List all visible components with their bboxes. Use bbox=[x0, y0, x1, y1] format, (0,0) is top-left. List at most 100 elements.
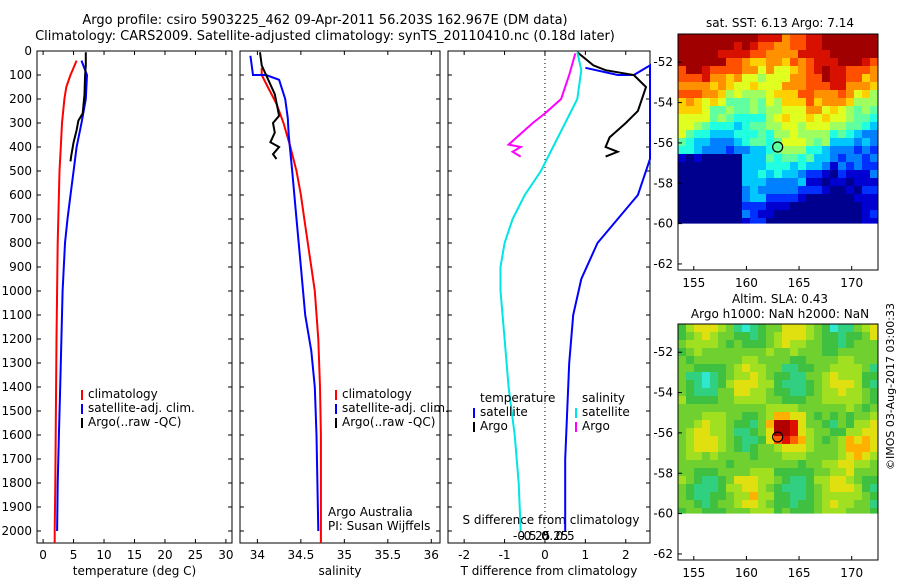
map-1-cell bbox=[702, 444, 710, 452]
map-0-cell bbox=[822, 50, 830, 58]
map-0-cell bbox=[790, 202, 798, 210]
map-0-cell bbox=[838, 50, 846, 58]
map-1-cell bbox=[790, 460, 798, 468]
map-1-cell bbox=[782, 492, 790, 500]
map-0-cell bbox=[758, 138, 766, 146]
map-1-cell bbox=[766, 452, 774, 460]
map-1-cell bbox=[814, 412, 822, 420]
map-1-cell bbox=[710, 388, 718, 396]
map-1-cell bbox=[790, 380, 798, 388]
map-0-cell bbox=[702, 74, 710, 82]
map-1-cell bbox=[694, 396, 702, 404]
map-0-cell bbox=[686, 170, 694, 178]
panel-1-xlabel: salinity bbox=[318, 564, 361, 578]
map-1-cell bbox=[774, 492, 782, 500]
map-0-cell bbox=[830, 82, 838, 90]
map-0-cell bbox=[838, 106, 846, 114]
map-1-cell bbox=[702, 332, 710, 340]
map-0-cell bbox=[846, 218, 854, 226]
map-0-cell bbox=[758, 82, 766, 90]
map-1-cell bbox=[742, 444, 750, 452]
map-0-cell bbox=[742, 130, 750, 138]
map-0-cell bbox=[726, 50, 734, 58]
map-0-cell bbox=[846, 90, 854, 98]
map-1-cell bbox=[814, 508, 822, 516]
map-0-cell bbox=[718, 66, 726, 74]
map-0-cell bbox=[758, 154, 766, 162]
map-1-cell bbox=[790, 476, 798, 484]
map-0-cell bbox=[686, 194, 694, 202]
map-1-cell bbox=[790, 332, 798, 340]
map-1-cell bbox=[686, 484, 694, 492]
map-0-cell bbox=[750, 218, 758, 226]
map-0-cell bbox=[710, 34, 718, 42]
map-1-cell bbox=[758, 500, 766, 508]
map-0-cell bbox=[862, 106, 870, 114]
map-1-cell bbox=[870, 428, 878, 436]
map-1-cell bbox=[758, 380, 766, 388]
map-0-cell bbox=[694, 34, 702, 42]
map-0-cell bbox=[782, 218, 790, 226]
map-0-cell bbox=[734, 146, 742, 154]
map-0-cell bbox=[702, 210, 710, 218]
map-1-cell bbox=[750, 396, 758, 404]
map-1-cell bbox=[846, 420, 854, 428]
map-0-cell bbox=[694, 106, 702, 114]
map-0-cell bbox=[758, 178, 766, 186]
map-1-cell bbox=[678, 420, 686, 428]
map-0-cell bbox=[758, 170, 766, 178]
map-0-cell bbox=[814, 114, 822, 122]
map-0-cell bbox=[758, 210, 766, 218]
map-1-cell bbox=[750, 324, 758, 332]
map-1-cell bbox=[846, 364, 854, 372]
map-1-cell bbox=[710, 412, 718, 420]
map-1-cell bbox=[862, 484, 870, 492]
map-0-cell bbox=[726, 66, 734, 74]
map-1-cell bbox=[750, 484, 758, 492]
map-0-cell bbox=[798, 114, 806, 122]
map-0-cell bbox=[734, 74, 742, 82]
map-1-cell bbox=[846, 356, 854, 364]
map-1-cell bbox=[742, 412, 750, 420]
map-0-cell bbox=[750, 98, 758, 106]
map-1-cell bbox=[726, 444, 734, 452]
map-0-cell bbox=[854, 178, 862, 186]
map-0-cell bbox=[814, 178, 822, 186]
map-1-cell bbox=[830, 324, 838, 332]
map-1-cell bbox=[678, 468, 686, 476]
panel-2-legend-title: salinity bbox=[582, 391, 625, 405]
map-0-cell bbox=[782, 194, 790, 202]
map-0-cell bbox=[742, 106, 750, 114]
map-0-cell bbox=[790, 162, 798, 170]
map-1-cell bbox=[822, 356, 830, 364]
map-1-cell bbox=[774, 388, 782, 396]
depth-tick-label: 1300 bbox=[1, 356, 32, 370]
map-0-cell bbox=[734, 178, 742, 186]
map-0-cell bbox=[838, 42, 846, 50]
map-0-cell bbox=[774, 162, 782, 170]
map-1-cell bbox=[806, 420, 814, 428]
map-0-cell bbox=[726, 114, 734, 122]
map-0-cell bbox=[846, 130, 854, 138]
map-1-cell bbox=[846, 332, 854, 340]
map-1-cell bbox=[782, 460, 790, 468]
map-1-cell bbox=[838, 324, 846, 332]
map-1-cell bbox=[702, 452, 710, 460]
map-1-cell bbox=[718, 492, 726, 500]
map-0-cell bbox=[798, 58, 806, 66]
panel-0-legend-label: climatology bbox=[88, 387, 158, 401]
map-1-cell bbox=[870, 324, 878, 332]
map-1-cell bbox=[678, 444, 686, 452]
map-1-cell bbox=[726, 372, 734, 380]
map-0-cell bbox=[830, 98, 838, 106]
panel-0-xtick-label: 5 bbox=[70, 548, 78, 562]
map-0-cell bbox=[798, 202, 806, 210]
map-0-cell bbox=[798, 42, 806, 50]
map-0-cell bbox=[822, 186, 830, 194]
map-1-cell bbox=[726, 428, 734, 436]
map-1-cell bbox=[734, 420, 742, 428]
map-1-cell bbox=[790, 372, 798, 380]
map-0-cell bbox=[822, 66, 830, 74]
map-0-cell bbox=[830, 106, 838, 114]
map-0-cell bbox=[854, 114, 862, 122]
